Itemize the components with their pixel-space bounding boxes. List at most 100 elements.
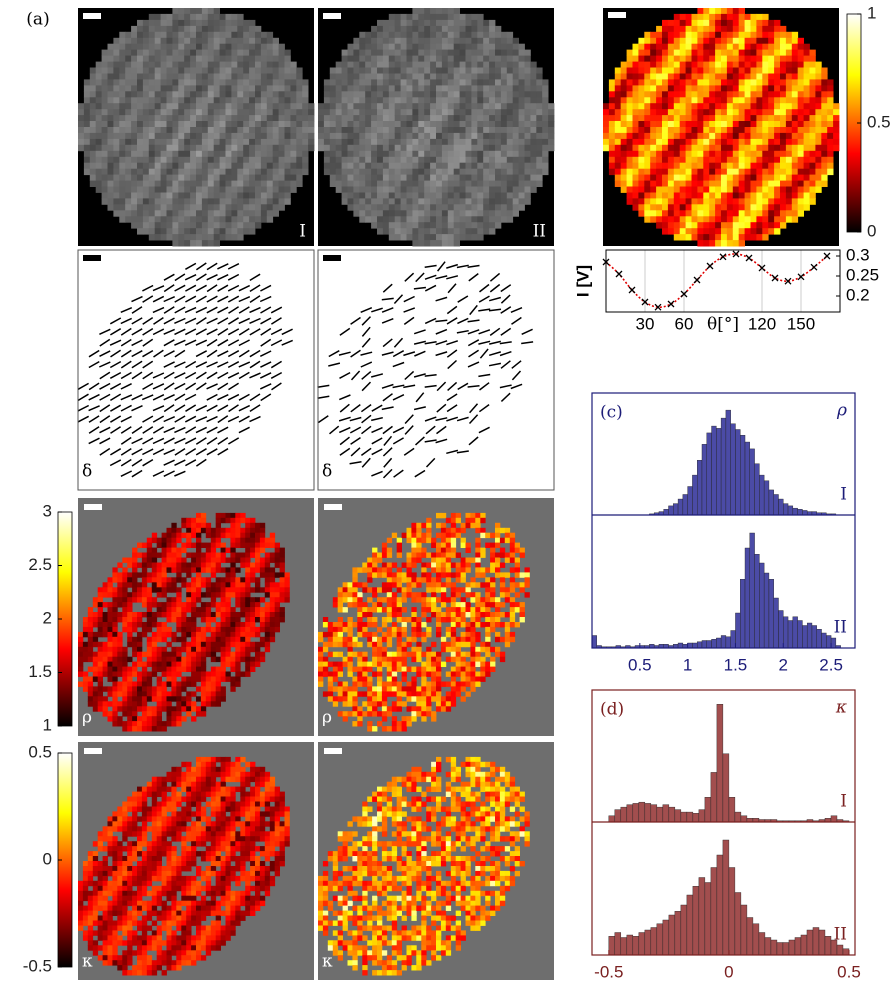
pixel bbox=[377, 133, 383, 139]
pixel bbox=[739, 163, 745, 169]
pixel bbox=[495, 222, 501, 228]
pixel bbox=[501, 91, 507, 97]
pixel bbox=[90, 103, 96, 109]
pixel bbox=[119, 175, 125, 181]
pixel bbox=[489, 91, 495, 97]
pixel bbox=[418, 115, 424, 121]
pixel bbox=[143, 151, 149, 157]
pixel bbox=[627, 109, 633, 115]
pixel bbox=[810, 91, 816, 97]
pixel bbox=[348, 109, 354, 115]
pixel bbox=[249, 56, 255, 62]
pixel bbox=[519, 44, 525, 50]
pixel bbox=[745, 187, 751, 193]
pixel bbox=[751, 169, 757, 175]
pixel bbox=[780, 74, 786, 80]
pixel bbox=[715, 79, 721, 85]
pixel bbox=[621, 74, 627, 80]
pixel bbox=[167, 627, 172, 632]
pixel bbox=[88, 612, 93, 617]
pixel bbox=[137, 32, 143, 38]
pixel bbox=[680, 109, 686, 115]
pixel bbox=[745, 109, 751, 115]
pixel bbox=[196, 169, 202, 175]
pixel bbox=[436, 14, 442, 20]
pixel bbox=[377, 187, 383, 193]
pixel bbox=[436, 74, 442, 80]
pixel bbox=[436, 133, 442, 139]
pixel bbox=[756, 204, 762, 210]
pixel bbox=[424, 109, 430, 115]
pixel bbox=[285, 133, 291, 139]
pixel bbox=[733, 240, 739, 246]
pixel bbox=[424, 44, 430, 50]
pixel bbox=[143, 68, 149, 74]
pixel bbox=[615, 85, 621, 91]
pixel bbox=[721, 151, 727, 157]
pixel bbox=[191, 518, 196, 523]
pixel bbox=[172, 121, 178, 127]
pixel bbox=[214, 14, 220, 20]
pixel bbox=[184, 115, 190, 121]
pixel bbox=[127, 726, 132, 731]
pixel bbox=[342, 163, 348, 169]
pixel bbox=[638, 121, 644, 127]
pixel bbox=[780, 121, 786, 127]
pixel bbox=[171, 523, 176, 528]
pixel bbox=[137, 121, 143, 127]
pixel bbox=[436, 198, 442, 204]
pixel bbox=[395, 50, 401, 56]
pixel bbox=[149, 32, 155, 38]
pixel bbox=[125, 169, 131, 175]
pixel bbox=[756, 157, 762, 163]
pixel bbox=[768, 97, 774, 103]
pixel bbox=[108, 672, 113, 677]
pixel bbox=[412, 62, 418, 68]
pixel bbox=[383, 175, 389, 181]
pixel bbox=[132, 662, 137, 667]
pixel bbox=[442, 175, 448, 181]
pixel bbox=[108, 115, 114, 121]
pixel bbox=[436, 62, 442, 68]
pixel bbox=[202, 187, 208, 193]
pixel bbox=[418, 38, 424, 44]
pixel bbox=[220, 68, 226, 74]
pixel bbox=[196, 667, 201, 672]
pixel bbox=[513, 198, 519, 204]
pixel bbox=[804, 79, 810, 85]
pixel bbox=[377, 38, 383, 44]
pixel bbox=[615, 133, 621, 139]
pixel bbox=[162, 672, 167, 677]
pixel bbox=[342, 151, 348, 157]
pixel bbox=[353, 204, 359, 210]
pixel bbox=[739, 97, 745, 103]
pixel bbox=[161, 127, 167, 133]
pixel bbox=[78, 647, 83, 652]
pixel bbox=[662, 222, 668, 228]
pixel bbox=[615, 175, 621, 181]
pixel bbox=[697, 127, 703, 133]
pixel bbox=[395, 193, 401, 199]
pixel bbox=[377, 175, 383, 181]
pixel bbox=[697, 216, 703, 222]
pixel bbox=[627, 145, 633, 151]
pixel bbox=[84, 139, 90, 145]
pixel bbox=[603, 127, 609, 133]
pixel bbox=[127, 572, 132, 577]
pixel bbox=[112, 686, 117, 691]
pixel bbox=[196, 20, 202, 26]
pixel bbox=[430, 44, 436, 50]
pixel bbox=[149, 157, 155, 163]
pixel bbox=[424, 26, 430, 32]
pixel bbox=[739, 222, 745, 228]
pixel bbox=[668, 163, 674, 169]
pixel bbox=[201, 642, 206, 647]
pixel bbox=[162, 701, 167, 706]
pixel bbox=[78, 652, 83, 657]
pixel bbox=[96, 175, 102, 181]
pixel bbox=[112, 716, 117, 721]
pixel bbox=[495, 187, 501, 193]
image-label: II bbox=[533, 222, 546, 242]
pixel bbox=[267, 79, 273, 85]
pixel bbox=[804, 139, 810, 145]
